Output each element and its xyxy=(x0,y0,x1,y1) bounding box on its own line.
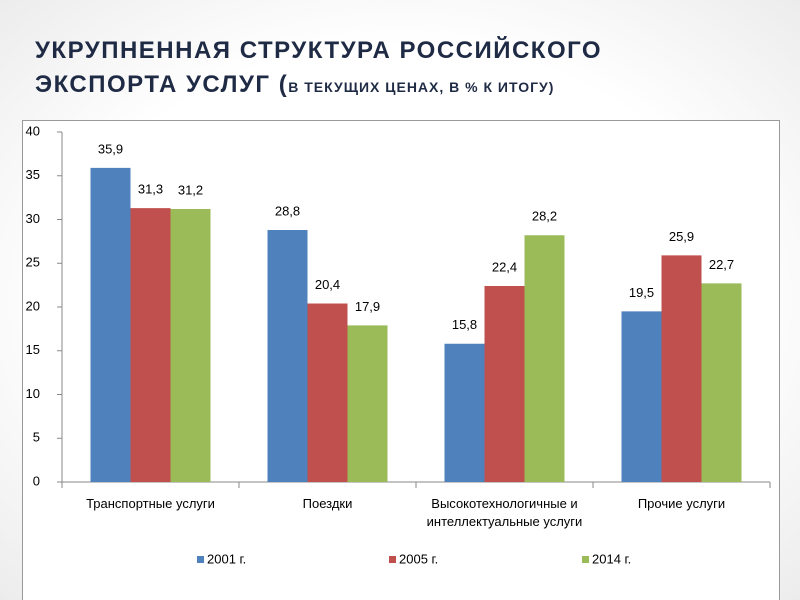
legend-swatch xyxy=(197,556,204,563)
y-tick-label: 15 xyxy=(26,342,40,357)
data-label: 31,3 xyxy=(138,182,163,197)
slide-title: УКРУПНЕННАЯ СТРУКТУРА РОССИЙСКОГО ЭКСПОР… xyxy=(35,34,725,104)
data-label: 28,2 xyxy=(532,209,557,224)
legend-swatch xyxy=(582,556,589,563)
bar xyxy=(444,343,485,482)
bar xyxy=(484,286,525,482)
y-tick-label: 30 xyxy=(26,211,40,226)
legend-label: 2005 г. xyxy=(399,551,438,566)
y-tick-label: 0 xyxy=(33,473,40,488)
y-tick-label: 5 xyxy=(33,430,40,445)
bar xyxy=(347,325,388,482)
y-tick-label: 20 xyxy=(26,298,40,313)
data-label: 35,9 xyxy=(98,141,123,156)
x-tick-label: Высокотехнологичные и интеллектуальные у… xyxy=(426,496,583,529)
y-tick-label: 40 xyxy=(26,123,40,138)
data-label: 17,9 xyxy=(355,299,380,314)
bar xyxy=(701,283,742,482)
y-tick-label: 35 xyxy=(26,167,40,182)
bar xyxy=(130,208,171,482)
data-label: 20,4 xyxy=(315,277,340,292)
y-tick-label: 10 xyxy=(26,386,40,401)
x-tick-label: Транспортные услуги xyxy=(86,496,215,511)
data-label: 28,8 xyxy=(275,203,300,218)
bar xyxy=(90,167,131,482)
data-label: 22,4 xyxy=(492,259,517,274)
bar xyxy=(621,311,662,482)
legend-swatch xyxy=(389,556,396,563)
x-tick-label: Прочие услуги xyxy=(637,496,726,511)
data-label: 19,5 xyxy=(629,285,654,300)
subtitle: В ТЕКУЩИХ ЦЕНАХ, В % К ИТОГУ) xyxy=(288,79,555,95)
data-label: 22,7 xyxy=(709,257,734,272)
data-label: 25,9 xyxy=(669,229,694,244)
bar xyxy=(267,230,308,482)
bar xyxy=(524,235,565,482)
data-label: 15,8 xyxy=(452,317,477,332)
bar xyxy=(307,303,348,482)
y-tick-label: 25 xyxy=(26,255,40,270)
x-tick-label: Поездки xyxy=(302,496,353,511)
bar xyxy=(661,255,702,482)
bar xyxy=(170,209,211,482)
data-label: 31,2 xyxy=(178,182,203,197)
legend-label: 2001 г. xyxy=(207,551,246,566)
title: УКРУПНЕННАЯ СТРУКТУРА РОССИЙСКОГО ЭКСПОР… xyxy=(35,37,603,98)
legend-label: 2014 г. xyxy=(592,551,631,566)
